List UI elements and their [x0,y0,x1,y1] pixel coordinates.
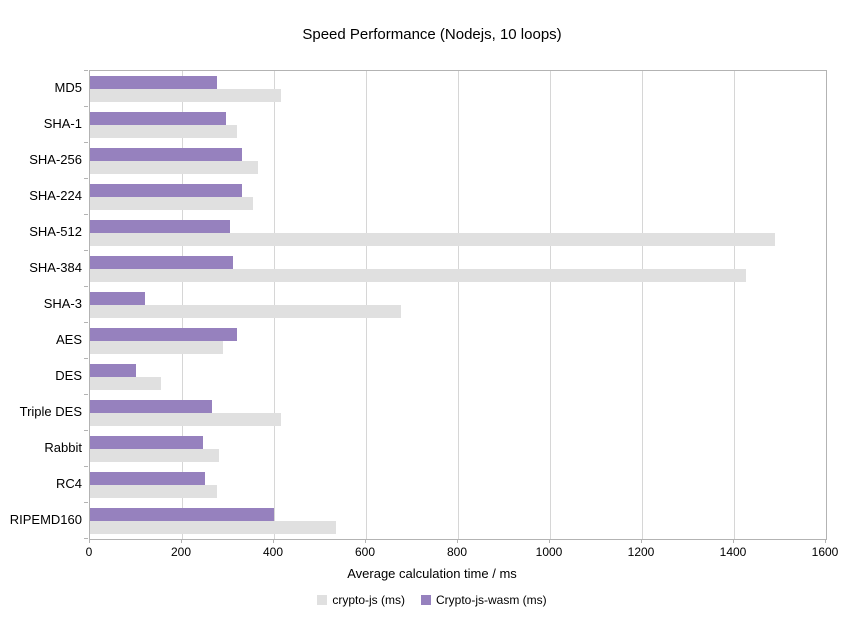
bar-crypto-js-md5 [90,89,281,102]
category-label-sha-384: SHA-384 [29,260,82,275]
bar-crypto-js-wasm-sha-512 [90,220,231,233]
x-tick-label-1600: 1600 [811,545,839,559]
bar-crypto-js-triple-des [90,413,281,426]
x-axis-tick-800 [457,539,458,543]
bar-crypto-js-rc4 [90,485,217,498]
x-axis-tick-0 [89,539,90,543]
category-label-sha-3: SHA-3 [43,296,82,311]
legend-swatch-crypto-js [317,595,328,605]
bar-crypto-js-wasm-sha-224 [90,184,242,197]
category-label-des: DES [55,368,82,383]
category-label-aes: AES [55,332,82,347]
x-tick-label-800: 800 [446,545,468,559]
x-axis-title: Average calculation time / ms [347,566,517,581]
y-axis-tick [84,178,88,179]
bar-crypto-js-sha-384 [90,269,746,282]
x-tick-label-0: 0 [85,545,93,559]
x-axis-tick-1400 [733,539,734,543]
bar-crypto-js-wasm-rc4 [90,472,205,485]
x-axis-tick-600 [365,539,366,543]
bar-crypto-js-wasm-rabbit [90,436,203,449]
y-axis-tick [84,322,88,323]
x-tick-label-1000: 1000 [535,545,563,559]
gridline-x-1000 [550,71,551,539]
gridline-x-800 [458,71,459,539]
x-tick-label-400: 400 [262,545,284,559]
category-label-sha-1: SHA-1 [43,116,82,131]
y-axis-tick [84,106,88,107]
bar-crypto-js-sha-512 [90,233,776,246]
y-axis-tick [84,466,88,467]
legend-swatch-crypto-js-wasm [421,595,431,605]
bar-crypto-js-wasm-aes [90,328,238,341]
x-axis-tick-400 [273,539,274,543]
bar-crypto-js-wasm-des [90,364,136,377]
y-axis-tick [84,214,88,215]
bar-crypto-js-sha-256 [90,161,258,174]
y-axis-tick [84,502,88,503]
bar-crypto-js-des [90,377,162,390]
y-axis-tick [84,358,88,359]
category-label-triple-des: Triple DES [19,404,82,419]
y-axis-tick [84,142,88,143]
bar-crypto-js-wasm-md5 [90,76,217,89]
legend-item-crypto-js-wasm: Crypto-js-wasm (ms) [421,593,547,607]
bar-crypto-js-wasm-sha-1 [90,112,226,125]
bar-crypto-js-aes [90,341,224,354]
category-label-sha-224: SHA-224 [29,188,82,203]
y-axis-tick [84,394,88,395]
category-label-md5: MD5 [54,80,82,95]
gridline-x-1200 [642,71,643,539]
bar-crypto-js-wasm-ripemd160 [90,508,274,521]
y-axis-tick [84,250,88,251]
bar-crypto-js-ripemd160 [90,521,337,534]
bar-crypto-js-sha-3 [90,305,401,318]
legend: crypto-js (ms) Crypto-js-wasm (ms) [0,593,864,607]
legend-item-crypto-js: crypto-js (ms) [317,593,405,607]
bar-crypto-js-wasm-sha-3 [90,292,146,305]
bar-crypto-js-wasm-sha-384 [90,256,233,269]
x-axis-tick-1600 [825,539,826,543]
bar-crypto-js-sha-1 [90,125,238,138]
x-axis-tick-1000 [549,539,550,543]
bar-crypto-js-rabbit [90,449,219,462]
plot-area [89,70,827,540]
category-label-rc4: RC4 [55,476,82,491]
x-tick-label-1200: 1200 [627,545,655,559]
category-label-sha-512: SHA-512 [29,224,82,239]
y-axis-tick [84,70,88,71]
legend-label-crypto-js-wasm: Crypto-js-wasm (ms) [436,593,547,607]
category-label-ripemd160: RIPEMD160 [9,512,82,527]
x-tick-label-1400: 1400 [719,545,747,559]
gridline-x-1400 [734,71,735,539]
y-axis-tick [84,538,88,539]
y-axis-tick [84,286,88,287]
bar-crypto-js-sha-224 [90,197,254,210]
x-tick-label-200: 200 [170,545,192,559]
category-label-sha-256: SHA-256 [29,152,82,167]
bar-crypto-js-wasm-triple-des [90,400,212,413]
legend-label-crypto-js: crypto-js (ms) [332,593,405,607]
bar-crypto-js-wasm-sha-256 [90,148,242,161]
x-axis-tick-1200 [641,539,642,543]
x-axis-tick-200 [181,539,182,543]
chart-title: Speed Performance (Nodejs, 10 loops) [302,26,562,43]
y-axis-tick [84,430,88,431]
x-tick-label-600: 600 [354,545,376,559]
category-label-rabbit: Rabbit [44,440,82,455]
